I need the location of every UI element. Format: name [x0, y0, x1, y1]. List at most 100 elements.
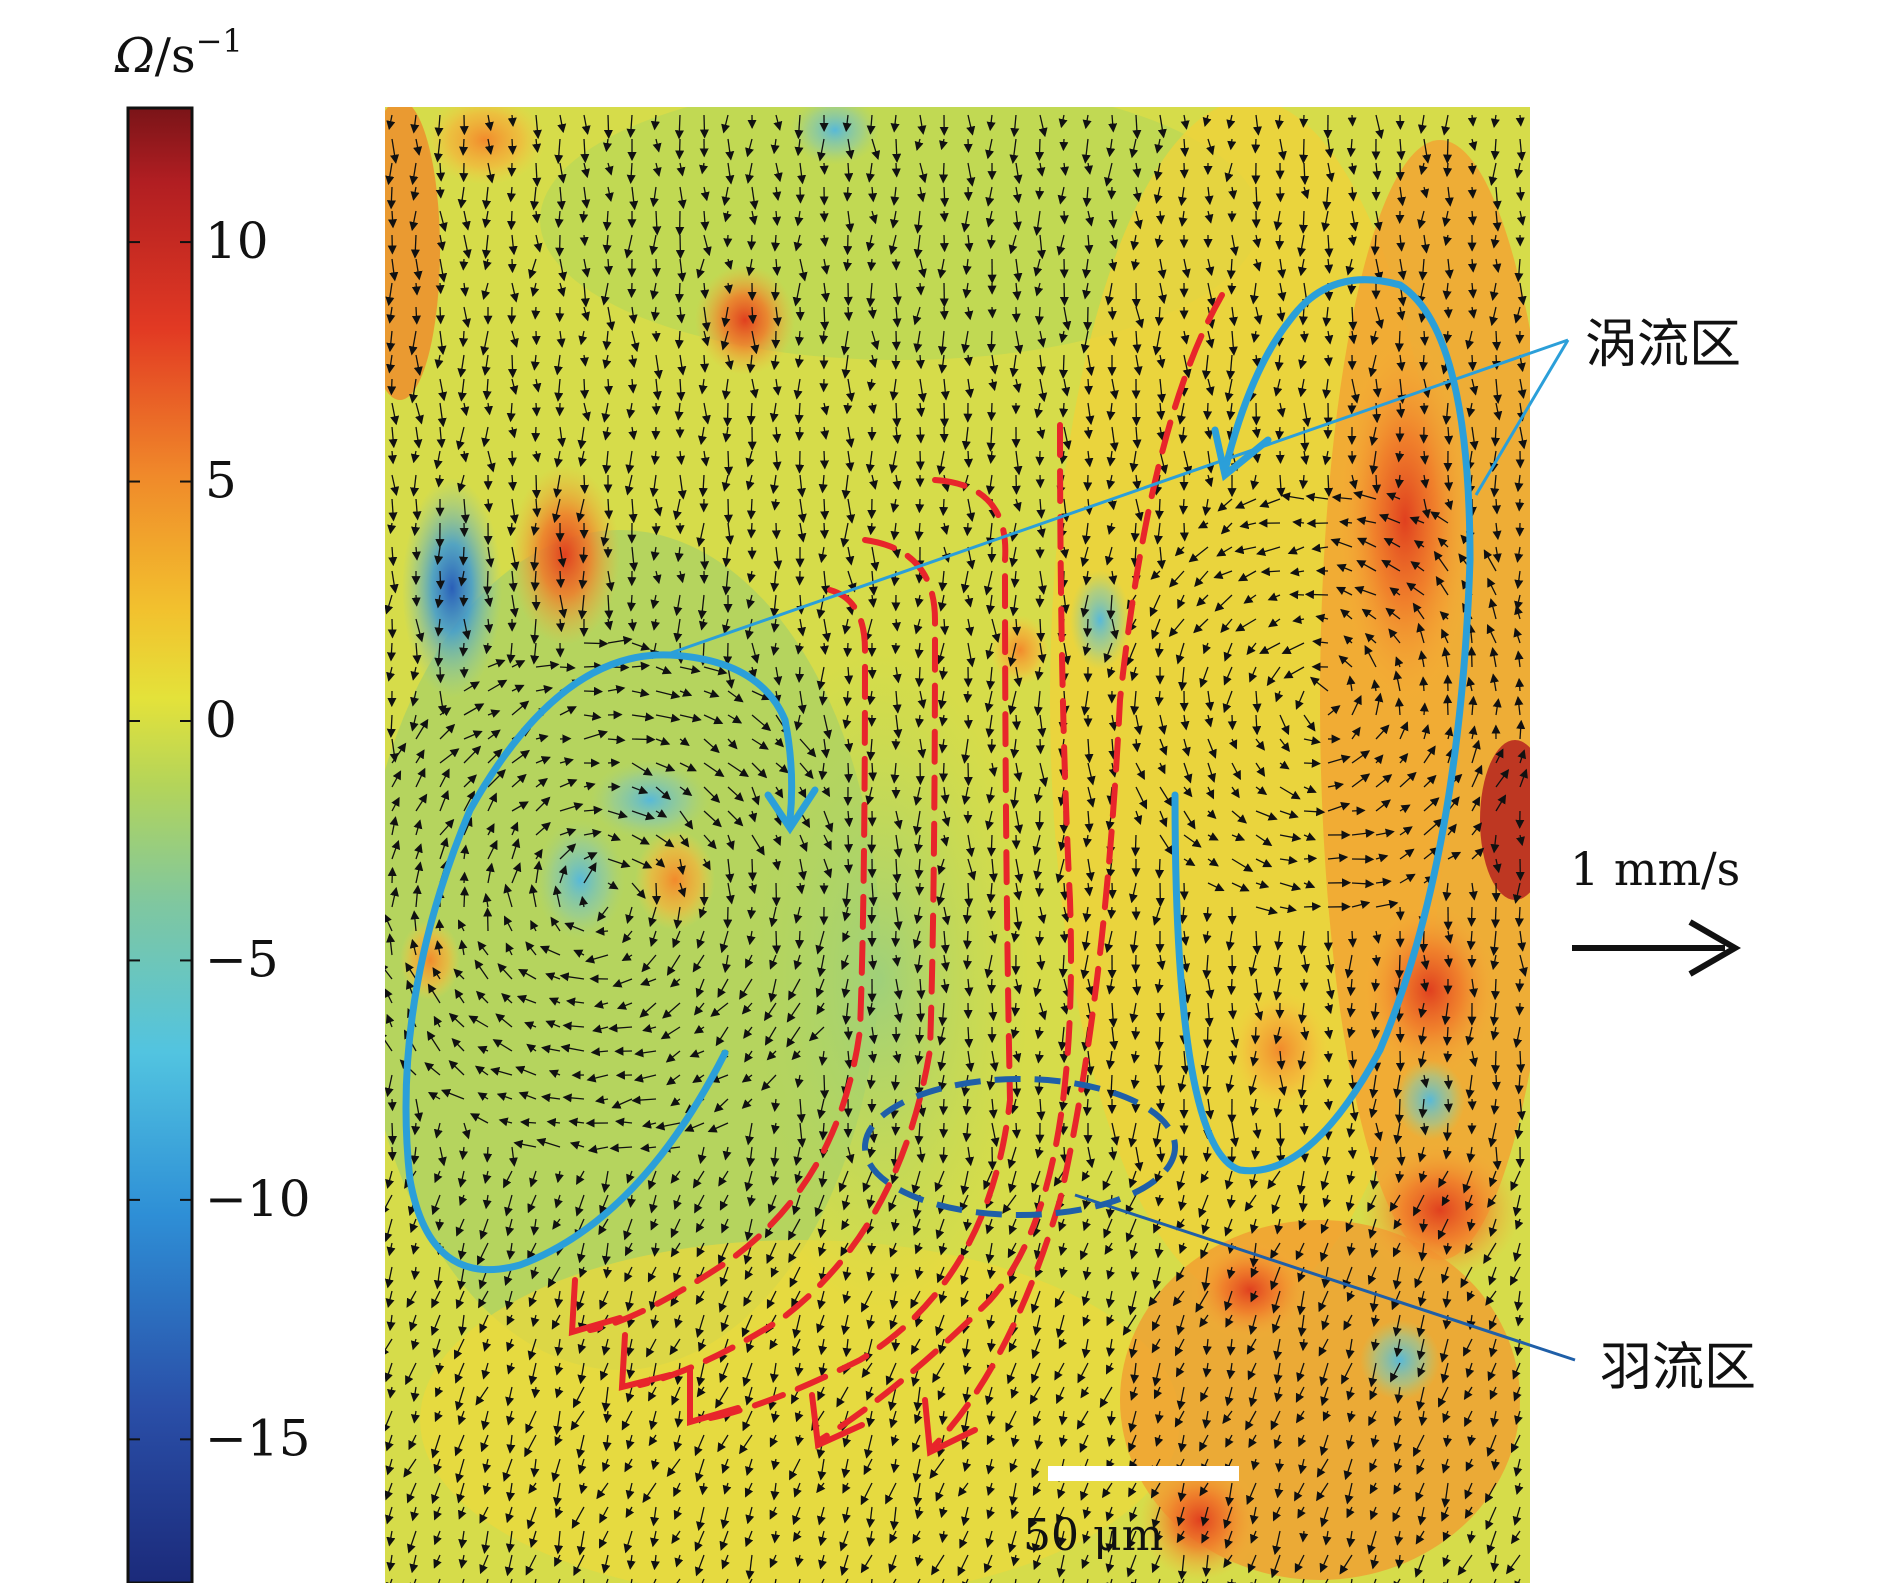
velocity-vector [581, 186, 591, 209]
velocity-vector [651, 330, 661, 343]
velocity-vector [700, 186, 710, 202]
velocity-vector [1394, 1098, 1404, 1124]
velocity-vector [913, 210, 923, 234]
velocity-vector [1085, 354, 1095, 377]
velocity-vector [579, 234, 589, 247]
velocity-vector [1158, 282, 1167, 305]
velocity-vector [1443, 234, 1452, 247]
velocity-vector [555, 234, 565, 257]
velocity-vector [409, 210, 419, 232]
velocity-vector [793, 378, 803, 400]
hot-spot-top [695, 265, 795, 375]
velocity-vector [1252, 234, 1262, 249]
velocity-vector [819, 330, 829, 345]
velocity-vector [677, 354, 687, 376]
velocity-vector [1443, 1074, 1453, 1090]
velocity-vector [675, 138, 685, 160]
velocity-vector [914, 666, 925, 688]
velocity-vector [1252, 354, 1262, 368]
velocity-vector [484, 138, 494, 155]
velocity-vector [459, 138, 469, 156]
velocity-vector [1323, 930, 1333, 952]
velocity-vector [652, 210, 662, 236]
velocity-vector [1443, 162, 1453, 178]
velocity-vector [867, 306, 877, 320]
velocity-vector [386, 186, 396, 210]
velocity-vector [1013, 162, 1023, 185]
velocity-vector [892, 306, 902, 328]
velocity-vector [531, 426, 541, 443]
velocity-vector [1275, 1122, 1286, 1148]
velocity-vector [1107, 306, 1117, 321]
velocity-vector [843, 1026, 853, 1041]
velocity-vector [1492, 330, 1502, 351]
cool-spot-top [790, 107, 880, 165]
velocity-vector [1057, 186, 1067, 205]
velocity-vector [700, 546, 710, 571]
velocity-vector [1252, 258, 1262, 272]
velocity-vector [627, 378, 638, 394]
velocity-vector [1203, 402, 1213, 421]
velocity-vector [700, 282, 710, 299]
velocity-vector [486, 162, 495, 184]
velocity-vector [721, 186, 731, 206]
velocity-vector [723, 642, 733, 666]
velocity-vector [483, 907, 493, 932]
cold-spot-left [402, 478, 502, 698]
velocity-vector [556, 186, 566, 211]
velocity-vector [1180, 330, 1190, 345]
velocity-vector [723, 498, 733, 524]
velocity-vector [1009, 354, 1019, 378]
velocity-vector [1303, 854, 1318, 864]
velocity-vector [794, 330, 805, 347]
velocity-vector [676, 306, 686, 324]
velocity-vector [579, 378, 590, 400]
velocity-vector [1202, 114, 1212, 127]
velocity-vector [1467, 354, 1477, 372]
velocity-vector [745, 138, 754, 158]
velocity-vector [459, 594, 469, 607]
velocity-vector [1084, 162, 1094, 175]
velocity-vector [1467, 210, 1478, 226]
velocity-vector [1418, 162, 1428, 176]
velocity-vector [1155, 210, 1165, 225]
velocity-vector [1300, 186, 1310, 200]
velocity-vector [1130, 258, 1140, 271]
velocity-vector [652, 378, 662, 401]
velocity-vector [770, 282, 780, 302]
velocity-vector [1011, 306, 1021, 323]
velocity-vector [1468, 306, 1478, 319]
velocity-vector [1441, 114, 1451, 136]
velocity-vector [1011, 474, 1021, 495]
velocity-vector [386, 330, 396, 353]
velocity-vector [1034, 306, 1044, 326]
velocity-vector [408, 330, 418, 356]
velocity-vector [1036, 162, 1046, 177]
velocity-vector [510, 282, 519, 303]
colorbar-symbol: Ω [114, 28, 155, 84]
velocity-vector [1289, 590, 1305, 600]
velocity-vector [1012, 282, 1022, 301]
velocity-vector [1228, 330, 1238, 356]
velocity-vector [1226, 354, 1236, 380]
velocity-vector [602, 210, 612, 232]
velocity-vector [866, 282, 876, 308]
velocity-vector [772, 186, 782, 201]
velocity-vector [579, 210, 589, 224]
velocity-vector [1131, 1026, 1141, 1041]
velocity-vector [482, 378, 492, 401]
velocity-vector [530, 354, 540, 371]
velocity-vector [915, 882, 925, 896]
velocity-vector [963, 762, 973, 787]
velocity-vector [508, 234, 518, 256]
velocity-vector [889, 210, 899, 229]
velocity-vector [938, 762, 949, 783]
velocity-vector [1492, 210, 1502, 232]
velocity-vector [867, 1242, 877, 1255]
velocity-vector [1490, 234, 1500, 249]
velocity-vector [1253, 306, 1263, 325]
velocity-vector [939, 1122, 949, 1139]
velocity-vector [1182, 354, 1192, 379]
velocity-vector [1444, 186, 1454, 207]
velocity-vector [939, 1146, 949, 1164]
